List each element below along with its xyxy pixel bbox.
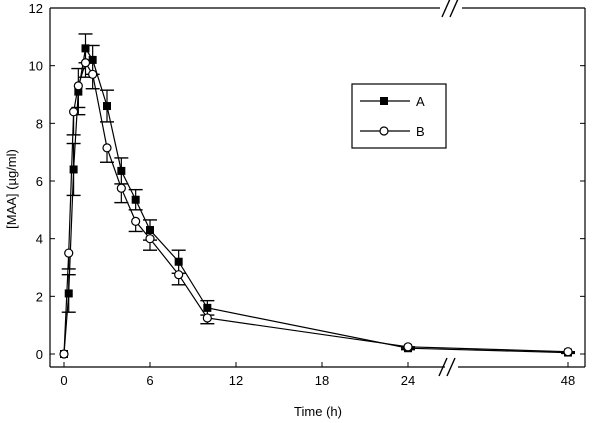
legend-marker-B xyxy=(379,126,389,136)
y-tick-label: 8 xyxy=(36,116,43,131)
axis-break-mark xyxy=(449,0,459,18)
y-tick-label: 12 xyxy=(29,1,43,16)
plot-frame xyxy=(49,7,586,368)
series-line-A xyxy=(63,46,569,355)
data-point-B xyxy=(403,342,413,352)
data-point-B xyxy=(69,107,79,117)
data-point-A xyxy=(69,165,78,174)
data-point-B xyxy=(102,143,112,153)
axis-break-mark xyxy=(446,357,456,377)
y-tick-label: 0 xyxy=(36,347,43,362)
data-point-B xyxy=(88,69,98,79)
y-tick-label: 4 xyxy=(36,232,43,247)
data-point-A xyxy=(74,87,83,96)
x-tick-label: 48 xyxy=(561,373,575,388)
data-point-B xyxy=(131,216,141,226)
legend-label-A: A xyxy=(416,94,425,109)
data-point-A xyxy=(174,257,183,266)
data-point-B xyxy=(59,349,69,359)
y-axis-title: [MAA] (µg/ml) xyxy=(4,149,19,229)
data-point-A xyxy=(103,102,111,111)
data-point-B xyxy=(73,81,83,91)
data-point-B xyxy=(202,313,212,323)
x-axis-title: Time (h) xyxy=(294,404,342,419)
legend-box xyxy=(351,83,447,149)
data-point-A xyxy=(203,303,212,312)
data-point-A xyxy=(117,166,126,175)
legend-marker-A xyxy=(380,97,388,105)
data-point-B xyxy=(80,58,91,68)
legend: AB xyxy=(351,83,447,149)
x-tick-label: 24 xyxy=(401,373,415,388)
data-point-A xyxy=(131,195,140,204)
y-tick-label: 10 xyxy=(29,59,43,74)
legend-label-B: B xyxy=(416,124,425,139)
data-point-B xyxy=(145,234,155,244)
markers xyxy=(59,44,573,359)
x-tick-label: 12 xyxy=(229,373,243,388)
data-point-A xyxy=(64,289,73,298)
data-point-B xyxy=(174,270,184,280)
data-point-B xyxy=(116,183,126,193)
axis-break-mark xyxy=(441,0,451,18)
axis-break-mark xyxy=(438,357,448,377)
error-bars xyxy=(61,33,575,355)
data-point-A xyxy=(88,55,97,64)
data-point-A xyxy=(81,44,90,53)
axis-breaks xyxy=(438,0,459,377)
x-tick-label: 0 xyxy=(60,373,67,388)
y-tick-label: 6 xyxy=(36,174,43,189)
x-tick-label: 6 xyxy=(146,373,153,388)
x-tick-label: 18 xyxy=(315,373,329,388)
data-point-A xyxy=(146,226,154,235)
data-point-B xyxy=(64,248,74,258)
data-point-B xyxy=(563,347,573,357)
y-tick-label: 2 xyxy=(36,289,43,304)
